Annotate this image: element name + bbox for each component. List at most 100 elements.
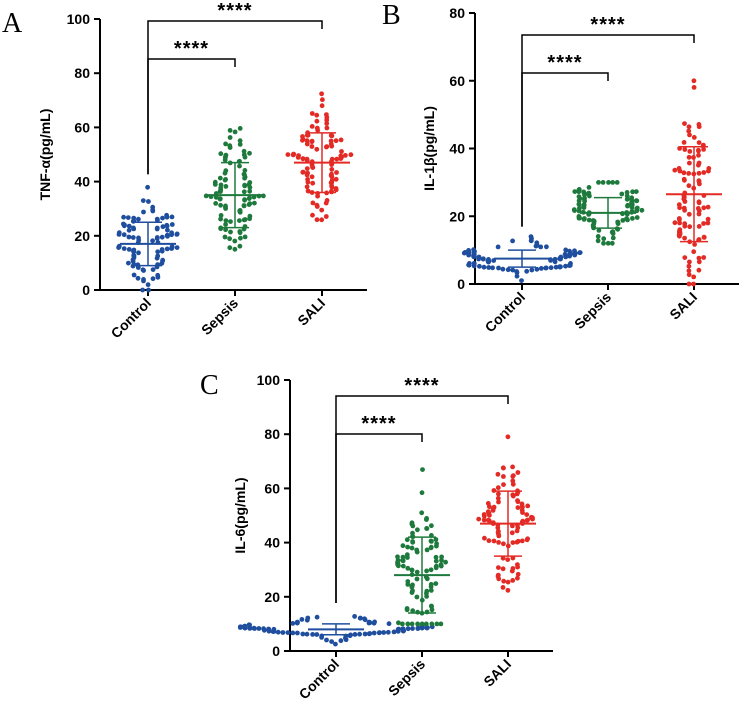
data-point xyxy=(174,245,180,251)
data-point xyxy=(505,557,511,562)
data-point xyxy=(309,111,315,116)
data-point xyxy=(237,125,243,131)
data-point xyxy=(701,221,706,226)
data-point xyxy=(576,214,582,219)
data-point xyxy=(237,142,243,147)
data-point xyxy=(582,216,587,221)
data-point xyxy=(496,565,501,570)
data-point xyxy=(386,621,392,627)
data-point xyxy=(495,471,501,477)
data-point xyxy=(242,168,248,173)
significance-label: **** xyxy=(217,0,252,22)
data-point xyxy=(510,566,516,571)
data-point xyxy=(686,183,692,189)
data-point xyxy=(338,153,344,159)
data-point xyxy=(601,240,606,246)
data-point xyxy=(409,621,415,627)
data-point xyxy=(577,250,583,256)
data-point xyxy=(131,247,137,253)
data-point xyxy=(246,622,252,628)
data-point xyxy=(256,626,262,631)
data-point xyxy=(241,189,247,195)
data-point xyxy=(121,214,126,220)
data-point xyxy=(160,224,166,230)
data-point xyxy=(237,218,242,224)
data-point xyxy=(131,225,136,231)
data-point xyxy=(126,227,132,233)
data-point xyxy=(304,166,310,172)
data-point xyxy=(687,259,692,265)
data-point xyxy=(525,517,530,523)
data-point xyxy=(159,247,165,252)
data-point xyxy=(466,248,471,253)
data-point xyxy=(420,467,425,472)
data-point xyxy=(141,209,146,215)
data-point xyxy=(222,234,228,240)
data-point xyxy=(471,247,476,253)
data-point xyxy=(150,267,156,272)
data-point xyxy=(333,641,338,647)
data-point xyxy=(310,200,316,206)
data-point xyxy=(433,554,439,560)
data-point xyxy=(358,615,363,621)
data-point xyxy=(217,196,223,202)
data-point xyxy=(212,179,218,185)
data-point xyxy=(501,541,506,547)
significance-label: **** xyxy=(404,375,439,397)
data-point xyxy=(490,265,495,271)
data-point xyxy=(223,184,229,189)
data-point xyxy=(404,606,410,611)
data-point xyxy=(410,626,415,631)
data-point xyxy=(309,174,315,180)
data-point xyxy=(405,565,411,571)
data-point xyxy=(237,138,243,144)
data-point xyxy=(155,253,161,259)
data-point xyxy=(415,527,420,533)
data-point xyxy=(696,122,702,127)
data-point xyxy=(391,629,397,635)
data-point xyxy=(242,197,248,203)
series-sepsis xyxy=(571,180,645,246)
data-point xyxy=(428,588,434,593)
data-point xyxy=(410,530,415,536)
data-point xyxy=(434,621,440,627)
data-point xyxy=(524,268,530,274)
data-point xyxy=(515,562,520,567)
data-point xyxy=(691,135,697,140)
data-point xyxy=(154,216,160,222)
data-point xyxy=(509,530,515,536)
data-point xyxy=(251,625,257,631)
x-tick-label: Sepsis xyxy=(571,289,614,332)
data-point xyxy=(348,632,353,638)
data-point xyxy=(165,232,170,238)
data-point xyxy=(405,621,411,627)
data-point xyxy=(291,151,296,157)
data-point xyxy=(241,148,247,154)
data-point xyxy=(329,639,334,644)
data-point xyxy=(510,523,515,529)
data-point xyxy=(672,167,678,173)
data-point xyxy=(510,267,516,273)
data-point xyxy=(510,492,516,498)
data-point xyxy=(309,144,315,149)
data-point xyxy=(505,587,511,593)
data-point xyxy=(300,134,305,139)
data-point xyxy=(218,216,224,222)
data-point xyxy=(696,237,702,242)
data-point xyxy=(223,168,229,174)
y-tick-label: 40 xyxy=(449,141,465,157)
data-point xyxy=(329,177,335,183)
data-point xyxy=(686,154,692,160)
data-point xyxy=(500,585,506,590)
data-point xyxy=(476,516,482,522)
data-point xyxy=(500,465,506,471)
data-point xyxy=(596,180,601,185)
data-point xyxy=(496,265,501,271)
data-point xyxy=(557,264,563,269)
data-point xyxy=(160,257,166,263)
data-point xyxy=(620,218,626,223)
data-point xyxy=(586,217,592,223)
data-point xyxy=(619,191,625,197)
data-point xyxy=(169,244,175,250)
data-point xyxy=(377,630,382,635)
